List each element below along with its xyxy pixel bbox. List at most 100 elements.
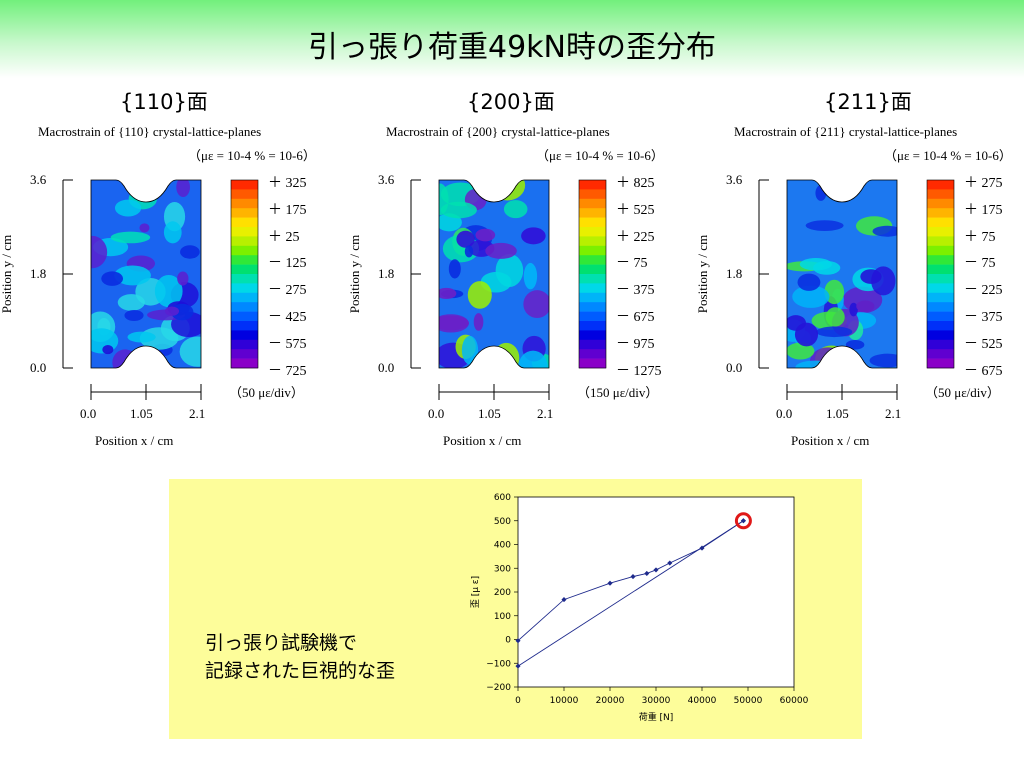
colorbar-label: － 975 (616, 336, 655, 352)
colorbar-label: ＋ 75 (964, 229, 996, 245)
strain-contour (799, 257, 832, 271)
y-tick-label: 400 (494, 541, 511, 551)
colorbar-segment (231, 321, 258, 331)
map-figure-1 (410, 179, 607, 400)
strain-contour (473, 313, 484, 331)
strain-contour (177, 271, 189, 286)
specimen-outline (438, 179, 550, 369)
colorbar-segment (231, 180, 258, 190)
colorbar-segment (927, 255, 954, 265)
strain-contour (127, 331, 156, 343)
y-tick-label: 1.8 (726, 266, 743, 281)
colorbar-label: ＋ 275 (964, 176, 1003, 191)
colorbar-label: － 725 (268, 363, 307, 379)
colorbar-label: － 425 (268, 310, 307, 325)
strain-contour (114, 265, 151, 286)
colorbar-segment (927, 292, 954, 303)
y-axis-title: 歪 [μ ε] (470, 576, 481, 608)
y-tick-label: 200 (494, 588, 511, 598)
strain-contour (91, 235, 108, 269)
map-figure-2 (758, 179, 955, 400)
strain-contour (448, 259, 461, 279)
map-unit-caption-1: （με = 10-4 % = 10-6） (536, 148, 664, 163)
strain-contour (856, 300, 875, 313)
strain-contour (163, 221, 182, 244)
strain-contour (849, 302, 858, 317)
colorbar-segment (927, 227, 954, 237)
x-tick-label: 0 (515, 696, 521, 706)
strain-contour (475, 228, 496, 242)
colorbar-segment (231, 283, 258, 294)
strain-contour (180, 245, 200, 259)
x-axis-title: Position x / cm (443, 433, 522, 448)
y-tick-label: 1.8 (378, 266, 395, 281)
y-tick-label: 3.6 (378, 172, 395, 187)
colorbar-label: － 525 (964, 336, 1003, 352)
colorbar-label: － 1275 (616, 363, 662, 379)
strain-contour (110, 231, 151, 244)
strain-contour (456, 230, 475, 248)
x-axis-title: 荷重 [N] (639, 711, 674, 723)
map-figure-0 (62, 179, 259, 400)
y-tick-label: 0 (505, 636, 511, 646)
colorbar-segment (579, 321, 606, 331)
strain-contour (102, 345, 114, 355)
plot-area (517, 496, 795, 688)
colorbar-frame (926, 179, 955, 369)
x-tick-label: 20000 (596, 696, 625, 706)
colorbar-label: － 75 (616, 256, 648, 272)
colorbar-segment (927, 330, 954, 341)
colorbar-segment (927, 264, 954, 275)
colorbar-segment (579, 245, 606, 256)
colorbar-segment (579, 302, 606, 312)
y-tick-label: 600 (494, 493, 511, 503)
y-tick-label: 1.8 (30, 266, 47, 281)
colorbar-div-label: （150 με/div） (577, 385, 659, 400)
colorbar-label: － 675 (616, 310, 655, 325)
colorbar-div-label: （50 με/div） (229, 385, 304, 400)
y-tick-label: 3.6 (726, 172, 743, 187)
map-caption-0: Macrostrain of {110} crystal-lattice-pla… (38, 124, 262, 139)
strain-contour (523, 262, 538, 290)
colorbar-label: ＋ 225 (616, 229, 655, 245)
colorbar-segment (927, 180, 954, 190)
strain-contour (114, 199, 142, 217)
colorbar-segment (231, 236, 258, 247)
map-unit-caption-0: （με = 10-4 % = 10-6） (188, 148, 316, 163)
colorbar-segment (231, 198, 258, 209)
colorbar-segment (231, 189, 258, 200)
y-tick-label: 100 (494, 612, 511, 622)
strain-map-panel-211: Macrostrain of {211} crystal-lattice-pla… (695, 120, 1024, 460)
section-title-200: {200}面 (467, 90, 555, 114)
y-axis-title: Position y / cm (347, 234, 363, 314)
colorbar-segment (579, 189, 606, 200)
colorbar-segment (579, 339, 606, 350)
map-caption-1: Macrostrain of {200} crystal-lattice-pla… (386, 124, 610, 139)
macro-strain-box: −200 −100 0 100 200 300 400 500 600 0 10000 20000 30… (169, 479, 862, 739)
colorbar-label: － 375 (616, 283, 655, 299)
colorbar-segment (579, 358, 606, 369)
colorbar-label: ＋ 325 (268, 176, 307, 191)
strain-contour (440, 201, 477, 219)
strain-contour (493, 342, 520, 368)
colorbar-segment (231, 330, 258, 341)
x-tick-label: 0.0 (80, 406, 97, 421)
y-tick-label: 3.6 (30, 172, 47, 187)
colorbar-segment (927, 311, 954, 322)
y-tick-label: −100 (486, 659, 511, 669)
colorbar-label: － 125 (268, 256, 307, 272)
strain-contour (467, 281, 492, 309)
x-tick-label: 1.05 (130, 406, 153, 421)
title-banner (0, 0, 1024, 78)
strain-contour (179, 336, 201, 367)
colorbar-frame (230, 179, 259, 369)
y-tick-label: 0.0 (30, 360, 47, 375)
colorbar-label: ＋ 825 (616, 176, 655, 191)
x-tick-label: 50000 (734, 696, 763, 706)
strain-contour (101, 271, 124, 286)
note-line-1: 引っ張り試験機で (205, 632, 358, 654)
x-tick-label: 0.0 (428, 406, 445, 421)
strain-map-panel-200: Macrostrain of {200} crystal-lattice-pla… (347, 120, 693, 460)
colorbar-segment (927, 349, 954, 359)
colorbar-label: － 675 (964, 363, 1003, 379)
